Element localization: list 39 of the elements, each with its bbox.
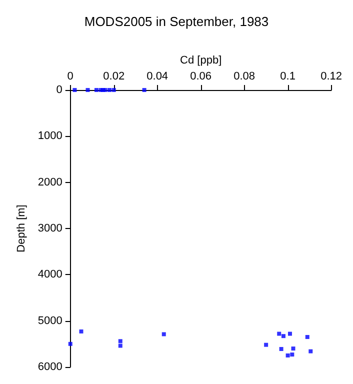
point [108, 88, 112, 92]
x-tick-label: 0.08 [234, 70, 256, 82]
x-tick-label: 0.04 [146, 70, 168, 82]
point [79, 329, 84, 334]
point [94, 88, 98, 92]
point [308, 349, 313, 354]
x-tick-label: 0 [67, 70, 74, 82]
x-tick-label: 0.06 [190, 70, 212, 82]
point [68, 342, 72, 346]
y-tick-label: 6000 [38, 361, 62, 373]
point [291, 346, 296, 351]
point [86, 88, 90, 92]
point [72, 88, 77, 92]
y-tick-label: 2000 [38, 176, 62, 188]
y-tick-label: 4000 [38, 268, 62, 281]
point [118, 339, 122, 344]
y-tick-label: 1000 [38, 130, 62, 142]
point [290, 352, 294, 357]
y-tick-label: 3000 [38, 222, 62, 234]
point [142, 88, 146, 92]
point [288, 332, 292, 336]
point [305, 334, 310, 339]
chart-title: MODS2005 in September, 1983 [84, 14, 269, 29]
x-tick-label: 0.12 [320, 70, 342, 82]
point [277, 332, 282, 336]
y-tick-label: 0 [56, 84, 62, 96]
x-tick-label: 0.02 [103, 70, 125, 82]
point [118, 344, 122, 348]
point [103, 88, 108, 92]
x-axis-title: Cd [ppb] [180, 54, 222, 67]
x-tick-label: 0.1 [280, 70, 296, 82]
point [112, 88, 116, 92]
y-axis-title: Depth [m] [16, 204, 28, 252]
point [286, 353, 290, 358]
point [279, 346, 284, 351]
point [264, 342, 268, 347]
point [281, 334, 286, 338]
point [162, 332, 166, 336]
y-tick-label: 5000 [38, 314, 62, 327]
